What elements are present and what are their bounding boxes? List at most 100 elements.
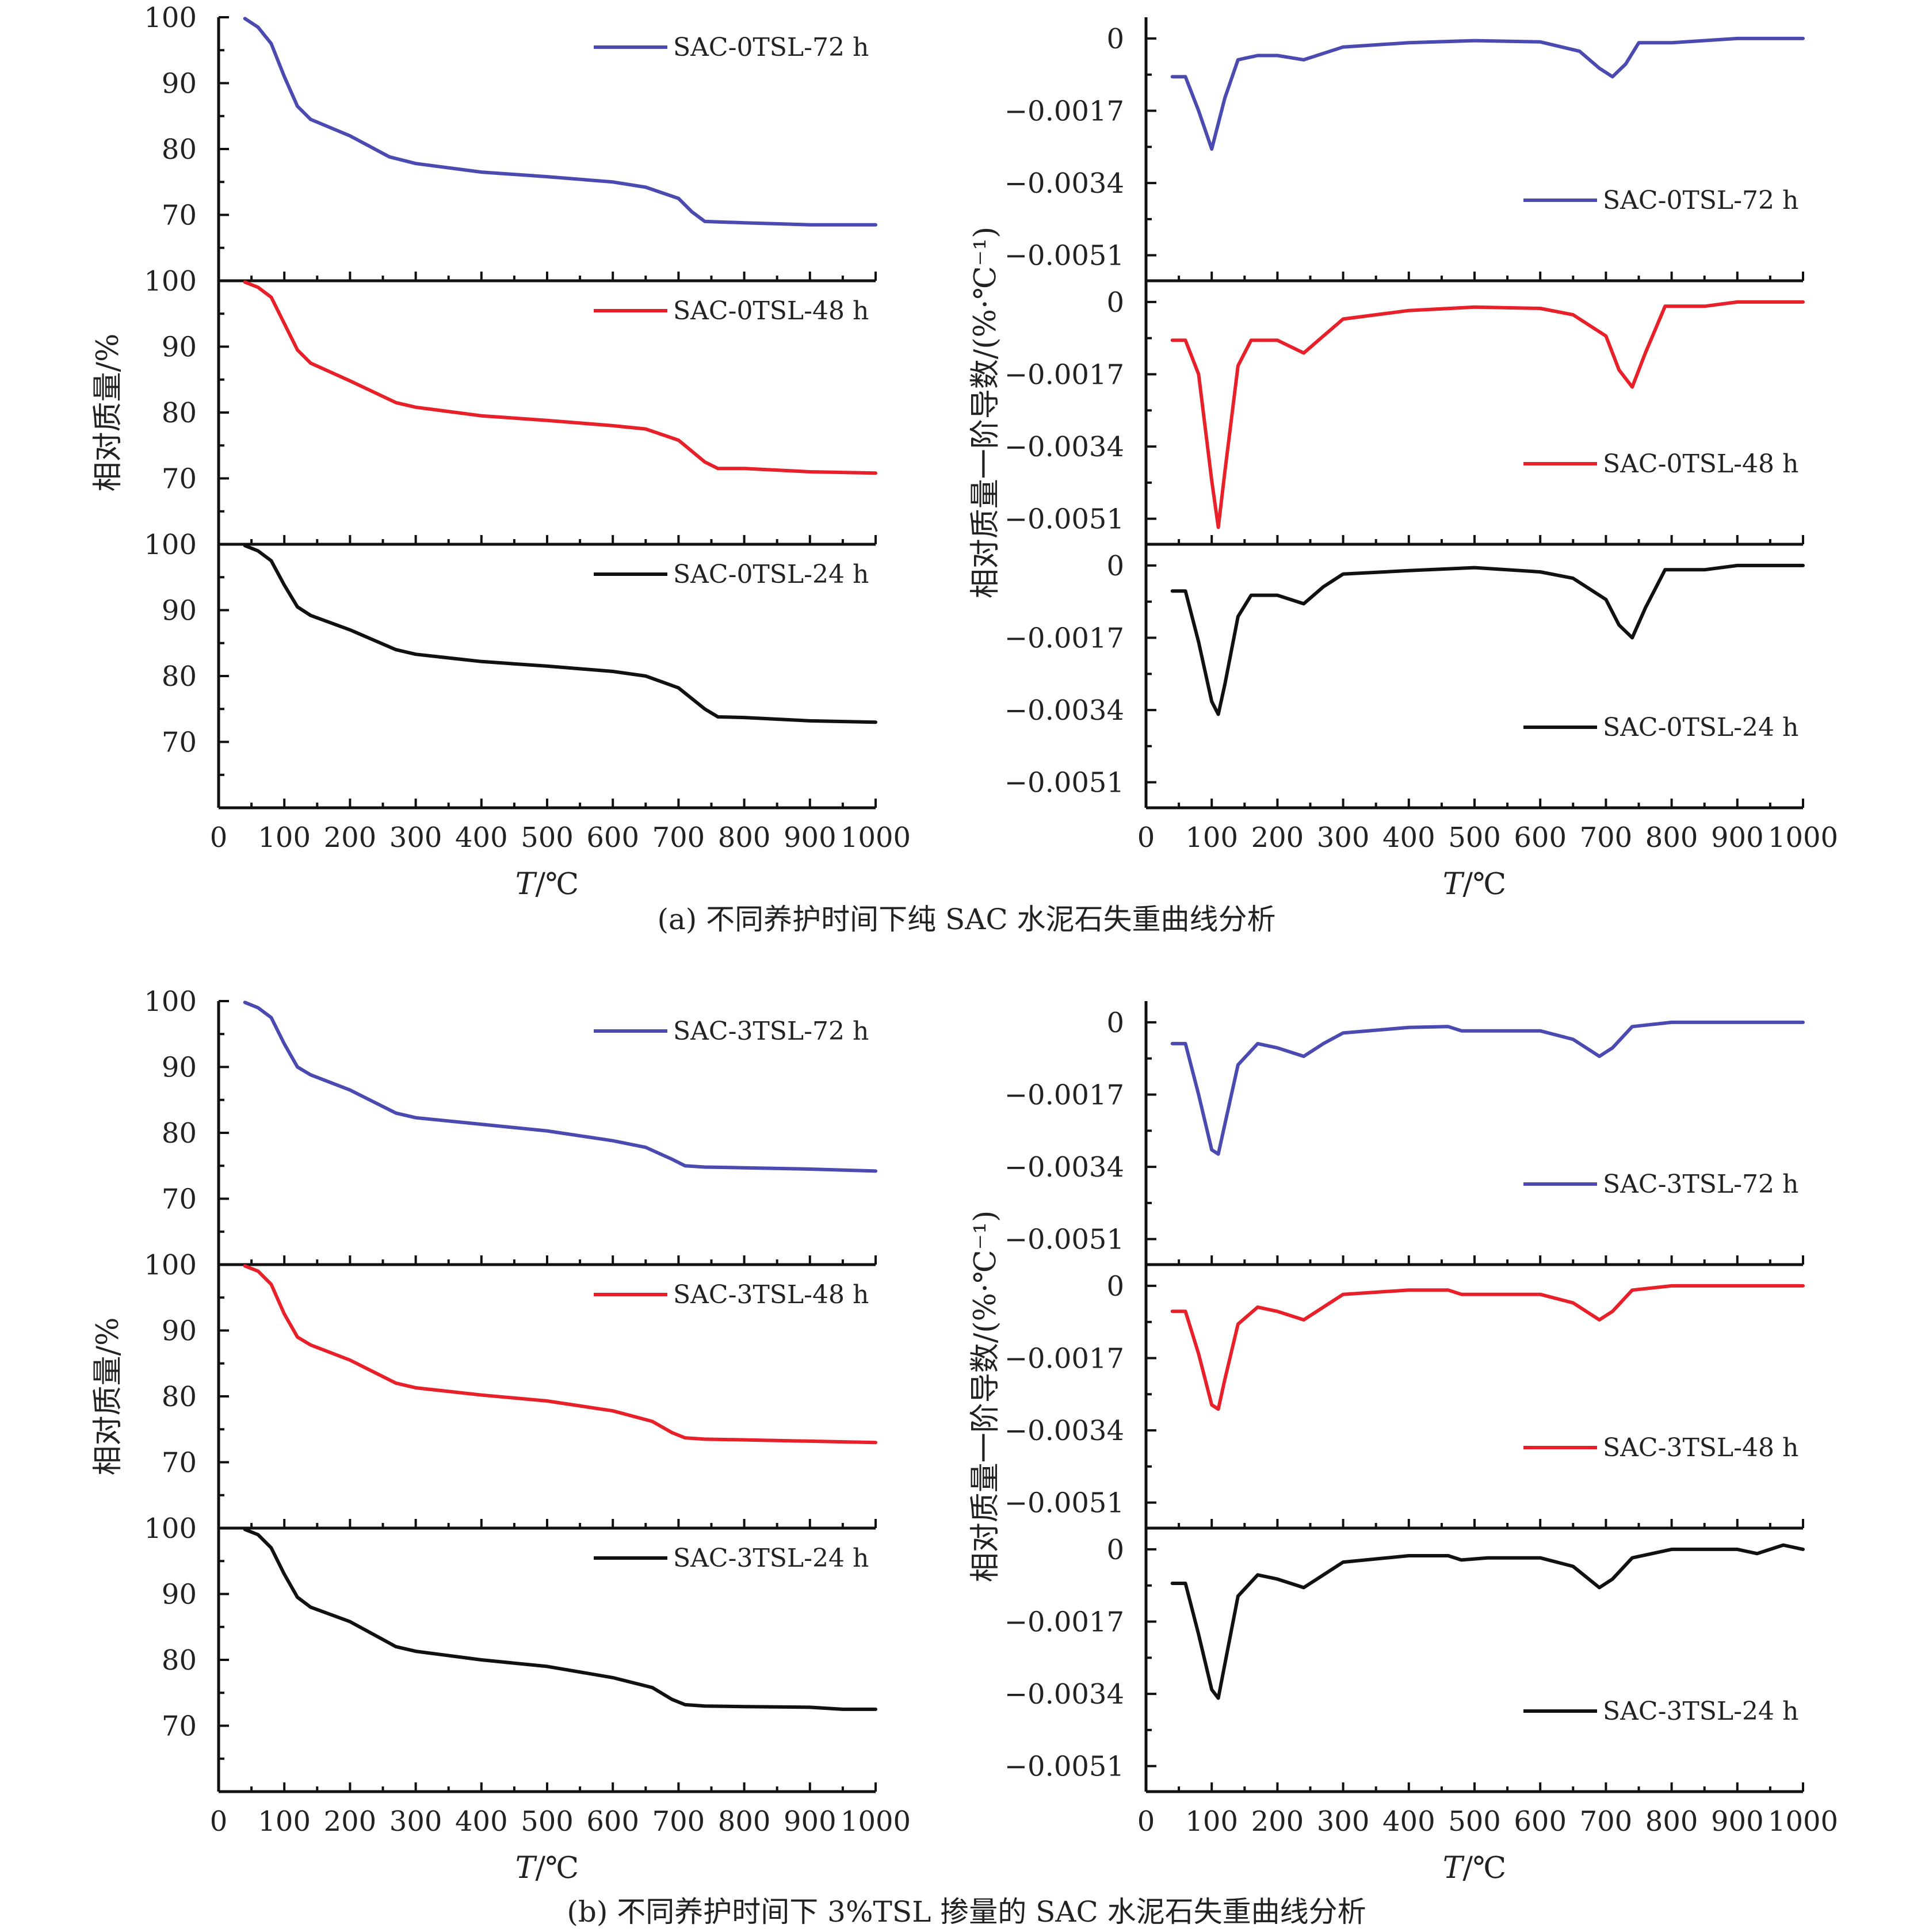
figa-tga-panel0-ytick-label: 80 xyxy=(162,133,197,166)
figa-dtg-xtick-label: 1000 xyxy=(1768,822,1838,854)
figb-tga-panel2-ytick-label: 90 xyxy=(162,1579,197,1611)
figb-dtg-panel2-ytick-label: −0.0017 xyxy=(1004,1606,1124,1639)
figb-tga-legend-label: SAC-3TSL-48 h xyxy=(673,1280,869,1309)
figa-dtg-panel1-ytick-label: 0 xyxy=(1106,287,1124,319)
figa-tga-legend-label: SAC-0TSL-24 h xyxy=(673,560,869,589)
figb-dtg-panel0-ytick-label: −0.0034 xyxy=(1004,1151,1124,1183)
figb-tga-xtick-label: 500 xyxy=(521,1805,574,1838)
figa-tga-xlabel: T/℃ xyxy=(515,867,579,902)
figb-dtg-xtick-label: 200 xyxy=(1251,1805,1304,1838)
figa-tga-xtick-label: 100 xyxy=(258,822,311,854)
figb-dtg-xtick-label: 100 xyxy=(1185,1805,1238,1838)
figa-dtg-panel0-ytick-label: 0 xyxy=(1106,23,1124,55)
figb-dtg-series-SAC-3TSL-24-h xyxy=(1170,1543,1805,1700)
figb-dtg-legend-label: SAC-3TSL-72 h xyxy=(1603,1170,1798,1199)
figb-dtg-panel0-ytick-label: −0.0017 xyxy=(1004,1079,1124,1112)
figa-dtg-xlabel-var: T xyxy=(1443,867,1465,902)
figb-dtg-xlabel-unit: /℃ xyxy=(1462,1851,1506,1885)
figb-dtg-xtick-label: 600 xyxy=(1514,1805,1567,1838)
figb-tga-legend-label: SAC-3TSL-72 h xyxy=(673,1017,869,1046)
figb-tga-xtick-label: 0 xyxy=(210,1805,228,1838)
figb-tga-xtick-label: 100 xyxy=(258,1805,311,1838)
figa-dtg-xtick-label: 600 xyxy=(1514,822,1567,854)
figa-dtg-ylabel: 相对质量一阶导数/(%·℃⁻¹) xyxy=(968,227,1003,599)
figa-tga-panel1-ytick-label: 100 xyxy=(144,265,197,297)
figa-dtg-xtick-label: 300 xyxy=(1317,822,1370,854)
figb-tga-panel2-ytick-label: 80 xyxy=(162,1644,197,1677)
figa-dtg-xlabel: T/℃ xyxy=(1443,867,1506,902)
figa-dtg-xtick-label: 700 xyxy=(1580,822,1633,854)
figb-tga-series-SAC-3TSL-24-h xyxy=(243,1528,877,1711)
figa-tga-xtick-label: 300 xyxy=(389,822,442,854)
figb-dtg-series-SAC-3TSL-48-h xyxy=(1170,1284,1805,1411)
figa-tga-panel0-ytick-label: 90 xyxy=(162,68,197,100)
figa-dtg-xtick-label: 0 xyxy=(1137,822,1155,854)
figa-dtg-panel1-ytick-label: −0.0034 xyxy=(1004,431,1124,463)
figa-dtg-legend-label: SAC-0TSL-72 h xyxy=(1603,186,1798,215)
figb-tga-series-SAC-3TSL-48-h xyxy=(243,1264,877,1445)
figb-dtg-legend-label: SAC-3TSL-24 h xyxy=(1603,1697,1798,1726)
figb-tga-xtick-label: 300 xyxy=(389,1805,442,1838)
figa-dtg-xtick-label: 800 xyxy=(1645,822,1698,854)
figa-tga-xtick-label: 0 xyxy=(210,822,228,854)
figb-tga-xtick-label: 1000 xyxy=(841,1805,911,1838)
figa-tga-panel2-ytick-label: 70 xyxy=(162,727,197,759)
figb-dtg-xtick-label: 300 xyxy=(1317,1805,1370,1838)
figa-tga-panel2-ytick-label: 80 xyxy=(162,660,197,693)
figb-tga-ylabel: 相对质量/% xyxy=(91,1318,125,1476)
figa-tga-xtick-label: 800 xyxy=(718,822,771,854)
figb-dtg-panel2-ytick-label: −0.0034 xyxy=(1004,1678,1124,1710)
figa-tga-series-SAC-0TSL-48-h xyxy=(243,280,877,475)
figa-dtg-panel2-ytick-label: −0.0051 xyxy=(1004,767,1124,799)
figa-tga-series-SAC-0TSL-24-h xyxy=(243,544,877,724)
figb-tga-xtick-label: 900 xyxy=(784,1805,837,1838)
figb-dtg-xtick-label: 800 xyxy=(1645,1805,1698,1838)
figb-dtg-xtick-label: 1000 xyxy=(1768,1805,1838,1838)
caption-b: (b) 不同养护时间下 3%TSL 掺量的 SAC 水泥石失重曲线分析 xyxy=(567,1895,1366,1929)
figa-dtg-series-SAC-0TSL-48-h xyxy=(1170,300,1805,529)
figa-dtg-series-SAC-0TSL-24-h xyxy=(1170,563,1805,716)
figa-dtg-xtick-label: 100 xyxy=(1185,822,1238,854)
figb-tga-panel1-ytick-label: 80 xyxy=(162,1381,197,1413)
figa-dtg-xtick-label: 200 xyxy=(1251,822,1304,854)
figa-tga-legend-label: SAC-0TSL-72 h xyxy=(673,33,869,62)
figb-dtg-xtick-label: 400 xyxy=(1382,1805,1435,1838)
figa-dtg-panel0-ytick-label: −0.0034 xyxy=(1004,167,1124,200)
figb-dtg-panel2-ytick-label: 0 xyxy=(1106,1534,1124,1566)
figa-dtg-panel0-ytick-label: −0.0017 xyxy=(1004,96,1124,128)
figb-dtg-panel2-ytick-label: −0.0051 xyxy=(1004,1751,1124,1783)
figb-tga-panel0-ytick-label: 80 xyxy=(162,1117,197,1150)
figa-tga-ylabel: 相对质量/% xyxy=(91,334,125,492)
figa-dtg-legend-label: SAC-0TSL-24 h xyxy=(1603,713,1798,742)
figb-dtg-ylabel: 相对质量一阶导数/(%·℃⁻¹) xyxy=(968,1211,1003,1583)
figa-tga-panel1-ytick-label: 70 xyxy=(162,463,197,495)
figb-dtg-panel0-ytick-label: 0 xyxy=(1106,1007,1124,1039)
figa-dtg-panel0-ytick-label: −0.0051 xyxy=(1004,240,1124,272)
figb-tga-panel1-ytick-label: 100 xyxy=(144,1249,197,1281)
figa-dtg-panel2-ytick-label: 0 xyxy=(1106,550,1124,582)
figb-dtg-xlabel: T/℃ xyxy=(1443,1851,1506,1885)
figa-tga-panel2-ytick-label: 100 xyxy=(144,529,197,561)
figa-tga-xtick-label: 700 xyxy=(652,822,705,854)
figa-tga-xtick-label: 200 xyxy=(324,822,377,854)
figb-tga-panel0-ytick-label: 90 xyxy=(162,1052,197,1084)
figb-tga-xlabel-unit: /℃ xyxy=(535,1851,579,1885)
figa-tga-xlabel-var: T xyxy=(515,867,537,902)
figb-tga-xtick-label: 200 xyxy=(324,1805,377,1838)
figb-tga-panel1-ytick-label: 70 xyxy=(162,1447,197,1479)
figa-dtg-series-SAC-0TSL-72-h xyxy=(1170,36,1805,151)
figa-tga-xtick-label: 500 xyxy=(521,822,574,854)
figb-tga-series-SAC-3TSL-72-h xyxy=(243,1001,877,1173)
figb-dtg-panel1-ytick-label: −0.0017 xyxy=(1004,1343,1124,1375)
figb-dtg-legend-label: SAC-3TSL-48 h xyxy=(1603,1433,1798,1463)
figb-tga-legend-label: SAC-3TSL-24 h xyxy=(673,1544,869,1573)
figa-dtg-panel2-ytick-label: −0.0017 xyxy=(1004,623,1124,655)
figb-dtg-series-SAC-3TSL-72-h xyxy=(1170,1020,1805,1156)
figb-tga-xlabel-var: T xyxy=(515,1851,537,1885)
figb-tga-xtick-label: 800 xyxy=(718,1805,771,1838)
figa-tga-panel0-ytick-label: 100 xyxy=(144,2,197,34)
caption-a: (a) 不同养护时间下纯 SAC 水泥石失重曲线分析 xyxy=(657,903,1275,936)
figb-tga-panel1-ytick-label: 90 xyxy=(162,1315,197,1347)
figa-tga-panel0-ytick-label: 70 xyxy=(162,200,197,232)
